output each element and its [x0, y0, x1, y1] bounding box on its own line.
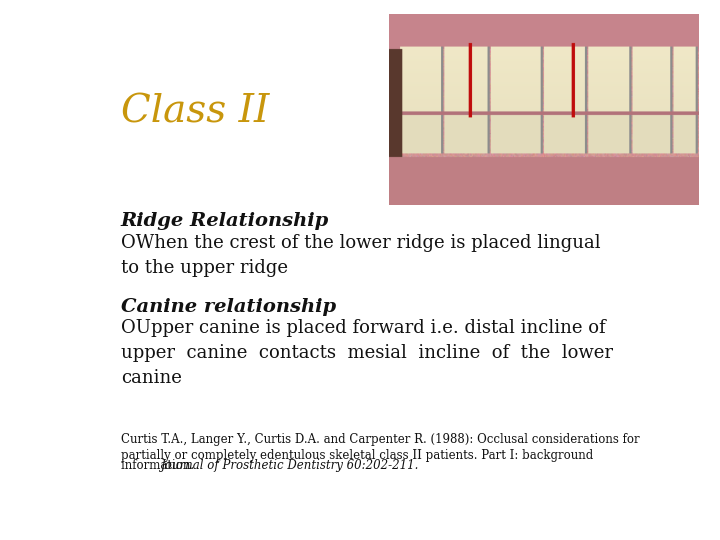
Text: Canine relationship: Canine relationship — [121, 298, 336, 316]
Text: Journal of Prosthetic Dentistry 60:202-211.: Journal of Prosthetic Dentistry 60:202-2… — [161, 458, 420, 471]
Text: information.: information. — [121, 458, 197, 471]
Text: OUpper canine is placed forward i.e. distal incline of
upper  canine  contacts  : OUpper canine is placed forward i.e. dis… — [121, 319, 613, 387]
Text: Ridge Relationship: Ridge Relationship — [121, 212, 329, 231]
Text: Class II: Class II — [121, 94, 269, 131]
Text: OWhen the crest of the lower ridge is placed lingual
to the upper ridge: OWhen the crest of the lower ridge is pl… — [121, 234, 600, 277]
Text: Curtis T.A., Langer Y., Curtis D.A. and Carpenter R. (1988): Occlusal considerat: Curtis T.A., Langer Y., Curtis D.A. and … — [121, 433, 639, 462]
